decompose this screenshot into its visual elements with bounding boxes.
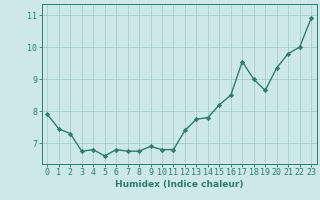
- X-axis label: Humidex (Indice chaleur): Humidex (Indice chaleur): [115, 180, 244, 189]
